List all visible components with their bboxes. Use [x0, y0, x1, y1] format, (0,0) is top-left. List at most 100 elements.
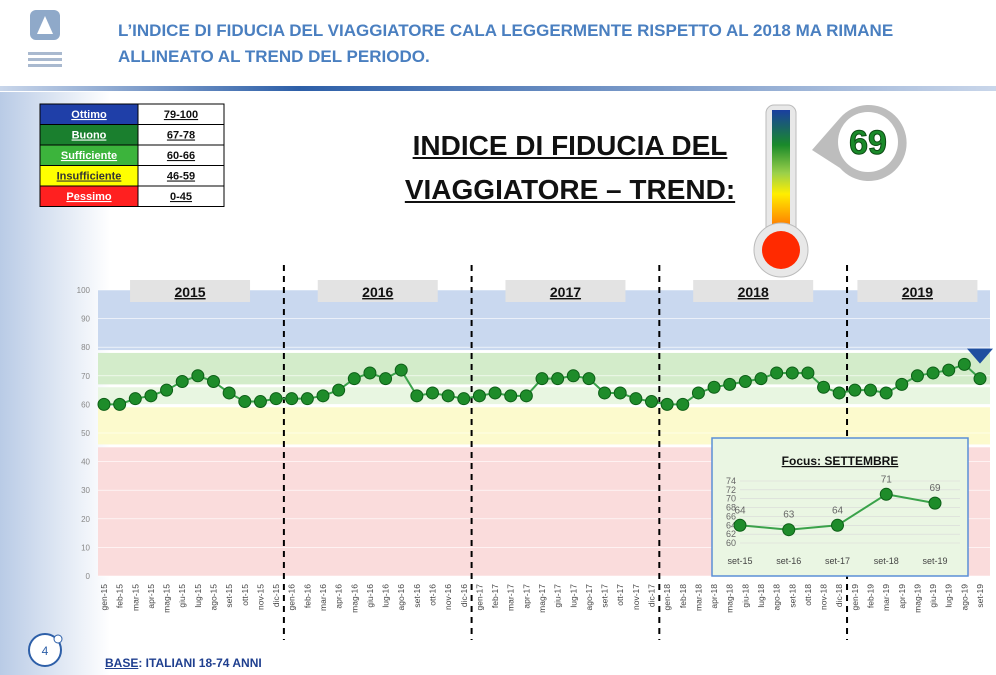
x-tick-label: mag-19	[912, 584, 922, 613]
y-tick-label: 70	[726, 494, 736, 504]
data-point	[239, 396, 251, 408]
legend-label: Ottimo	[71, 109, 107, 121]
data-point	[161, 384, 173, 396]
x-tick-label: feb-18	[678, 584, 688, 608]
value-label: 63	[783, 510, 795, 521]
data-point	[786, 367, 798, 379]
logo	[28, 10, 62, 67]
footer: BASE: ITALIANI 18-74 ANNI	[105, 656, 262, 670]
legend-label: Insufficiente	[57, 171, 122, 183]
data-point	[505, 390, 517, 402]
data-point	[818, 381, 830, 393]
x-tick-label: dic-18	[834, 584, 844, 607]
base-text: : ITALIANI 18-74 ANNI	[138, 656, 261, 670]
y-tick-label: 10	[81, 543, 90, 552]
value-label: 69	[929, 483, 941, 494]
x-tick-label: set-18	[787, 584, 797, 608]
y-tick-label: 80	[81, 343, 90, 352]
data-point	[333, 384, 345, 396]
data-point	[98, 398, 110, 410]
data-point	[473, 390, 485, 402]
data-point	[583, 373, 595, 385]
legend-label: Pessimo	[66, 191, 112, 203]
x-tick-label: feb-17	[490, 584, 500, 608]
x-tick-label: ago-15	[209, 584, 219, 611]
data-point	[661, 398, 673, 410]
x-tick-label: set-16	[412, 584, 422, 608]
data-point	[348, 373, 360, 385]
data-point	[223, 387, 235, 399]
x-tick-label: giu-15	[177, 584, 187, 608]
x-tick-label: lug-17	[568, 584, 578, 608]
page-badge-dot	[54, 635, 62, 643]
x-tick-label: nov-15	[255, 584, 265, 610]
base-label: BASE	[105, 656, 138, 670]
x-tick-label: ago-17	[584, 584, 594, 611]
data-point	[552, 373, 564, 385]
data-point	[599, 387, 611, 399]
value-label: 64	[734, 505, 746, 516]
data-point	[536, 373, 548, 385]
y-tick-label: 70	[81, 372, 90, 381]
x-tick-label: mag-15	[162, 584, 172, 613]
data-point	[129, 393, 141, 405]
slide: 4 69 Ottimo79-100Buono67-78Sufficiente60…	[0, 0, 996, 675]
x-tick-label: ott-16	[428, 584, 438, 606]
data-point	[802, 367, 814, 379]
y-tick-label: 100	[77, 286, 91, 295]
page-number: 4	[42, 644, 49, 658]
legend-range: 60-66	[167, 150, 195, 162]
x-tick-label: feb-15	[115, 584, 125, 608]
x-tick-label: ott-15	[240, 584, 250, 606]
x-tick-label: feb-19	[866, 584, 876, 608]
data-point	[911, 370, 923, 382]
x-tick-label: dic-17	[647, 584, 657, 607]
data-point	[734, 519, 746, 531]
data-point	[114, 398, 126, 410]
data-point	[646, 396, 658, 408]
year-label: 2015	[174, 284, 205, 300]
x-tick-label: mag-16	[349, 584, 359, 613]
x-tick-label: mar-18	[693, 584, 703, 611]
legend-range: 79-100	[164, 109, 198, 121]
data-point	[411, 390, 423, 402]
data-point	[458, 393, 470, 405]
data-point	[880, 387, 892, 399]
data-point	[708, 381, 720, 393]
data-point	[364, 367, 376, 379]
x-tick-label: apr-17	[521, 584, 531, 609]
data-point	[724, 378, 736, 390]
data-point	[880, 488, 892, 500]
x-tick-label: giu-16	[365, 584, 375, 608]
data-point	[270, 393, 282, 405]
legend-range: 46-59	[167, 171, 195, 183]
x-tick-label: ott-18	[803, 584, 813, 606]
data-point	[929, 497, 941, 509]
header-rule	[0, 86, 996, 91]
x-tick-label: mar-16	[318, 584, 328, 611]
data-point	[286, 393, 298, 405]
x-tick-label: lug-19	[944, 584, 954, 608]
x-tick-label: ott-17	[615, 584, 625, 606]
data-point	[208, 376, 220, 388]
data-point	[630, 393, 642, 405]
data-point	[677, 398, 689, 410]
year-label: 2017	[550, 284, 581, 300]
x-tick-label: mag-17	[537, 584, 547, 613]
inset-title: Focus: SETTEMBRE	[782, 454, 899, 468]
y-tick-label: 60	[726, 538, 736, 548]
x-tick-label: gen-17	[474, 584, 484, 611]
value-label: 71	[881, 474, 893, 485]
data-point	[301, 393, 313, 405]
x-tick-label: mar-17	[506, 584, 516, 611]
data-point	[771, 367, 783, 379]
x-tick-label: dic-16	[459, 584, 469, 607]
x-tick-label: gen-18	[662, 584, 672, 611]
legend-range: 67-78	[167, 130, 195, 142]
x-tick-label: apr-19	[897, 584, 907, 609]
data-point	[489, 387, 501, 399]
y-tick-label: 72	[726, 485, 736, 495]
x-tick-label: set-17	[825, 556, 850, 566]
data-point	[896, 378, 908, 390]
data-point	[254, 396, 266, 408]
